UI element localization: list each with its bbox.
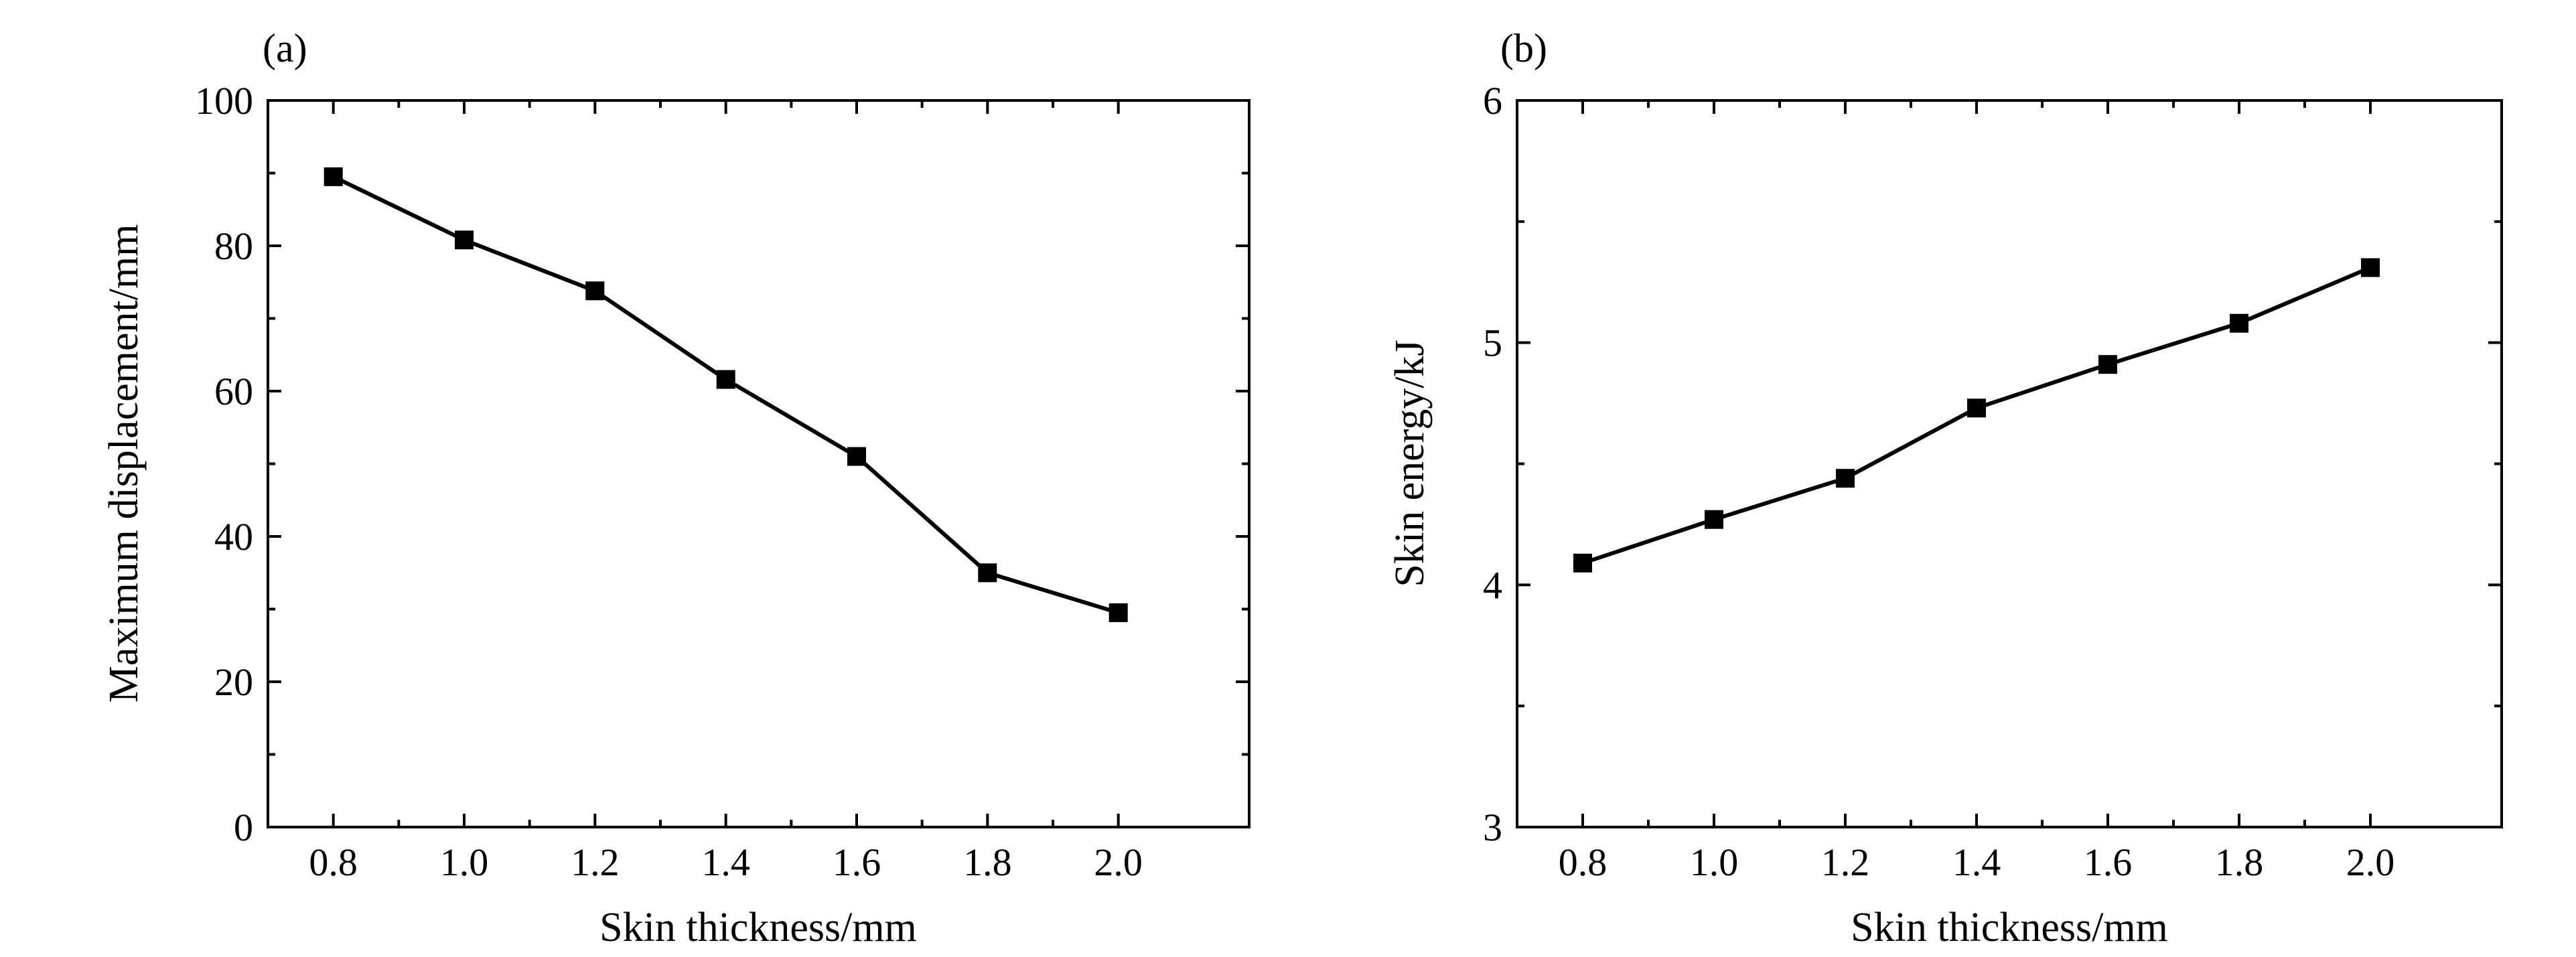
y-tick-label-a: 60 <box>214 370 253 413</box>
plot-frame-b <box>1516 99 2503 828</box>
y-tick-label-a: 40 <box>214 515 253 559</box>
x-tick-label-b: 0.8 <box>1559 840 1607 884</box>
data-point-a <box>1108 603 1128 622</box>
y-tick-label-a: 20 <box>214 660 253 704</box>
x-tick-label-a: 0.8 <box>309 840 358 884</box>
plot-frame-a <box>267 99 1250 828</box>
y-tick-label-b: 4 <box>1483 563 1502 607</box>
data-point-b <box>2361 258 2380 277</box>
axis-ticks-a: 0.8 1.0 1.2 1.4 1.6 1.8 2.0 0 20 40 60 80 100 <box>195 79 1249 884</box>
panel-b-label: (b) <box>1500 26 1547 70</box>
data-point-a <box>324 167 343 186</box>
data-point-b <box>1705 510 1723 529</box>
x-tick-label-a: 1.0 <box>440 840 489 884</box>
data-point-b <box>1967 398 1986 418</box>
x-axis-label-a: Skin thickness/mm <box>599 905 917 950</box>
x-tick-label-a: 1.4 <box>701 840 750 884</box>
data-point-a <box>847 447 866 466</box>
x-tick-label-a: 1.6 <box>833 840 881 884</box>
y-tick-label-b: 3 <box>1483 806 1502 849</box>
series-line-a <box>332 175 1119 615</box>
y-tick-label-a: 100 <box>195 79 253 123</box>
data-point-b <box>1836 469 1855 488</box>
data-point-a <box>585 281 605 301</box>
y-tick-label-a: 0 <box>234 806 253 849</box>
data-point-b <box>2098 355 2117 374</box>
x-tick-label-b: 2.0 <box>2346 840 2395 884</box>
data-point-b <box>2230 313 2248 333</box>
x-tick-label-b: 1.6 <box>2084 840 2133 884</box>
series-a <box>324 167 1128 622</box>
panel-a-label: (a) <box>263 26 307 70</box>
data-point-a <box>455 230 474 250</box>
x-axis-label-b: Skin thickness/mm <box>1851 905 2168 950</box>
y-tick-label-b: 6 <box>1483 79 1502 123</box>
x-tick-label-a: 1.2 <box>571 840 620 884</box>
y-axis-label-b: Skin energy/kJ <box>1387 340 1433 587</box>
series-b <box>1573 258 2380 573</box>
x-tick-label-b: 1.8 <box>2215 840 2264 884</box>
y-axis-label-a: Maximum displacement/mm <box>101 224 147 703</box>
data-point-b <box>1573 553 1592 573</box>
x-tick-label-a: 1.8 <box>963 840 1012 884</box>
data-point-a <box>716 370 735 389</box>
data-point-a <box>978 563 997 583</box>
panel-a: (a) 0.8 1.0 1.2 1.4 1.6 1.8 2.0 0 20 40 60 80 100 Sk… <box>101 26 1250 950</box>
x-tick-label-b: 1.2 <box>1821 840 1870 884</box>
x-tick-label-b: 1.0 <box>1690 840 1739 884</box>
x-tick-label-a: 2.0 <box>1094 840 1143 884</box>
x-tick-label-b: 1.4 <box>1952 840 2001 884</box>
panel-b: (b) 0.8 1.0 1.2 1.4 1.6 1.8 2.0 3 4 5 6 Skin thick… <box>1387 26 2503 950</box>
y-tick-label-a: 80 <box>214 224 253 268</box>
axis-ticks-b: 0.8 1.0 1.2 1.4 1.6 1.8 2.0 3 4 5 6 <box>1483 79 2502 884</box>
y-tick-label-b: 5 <box>1483 321 1502 365</box>
